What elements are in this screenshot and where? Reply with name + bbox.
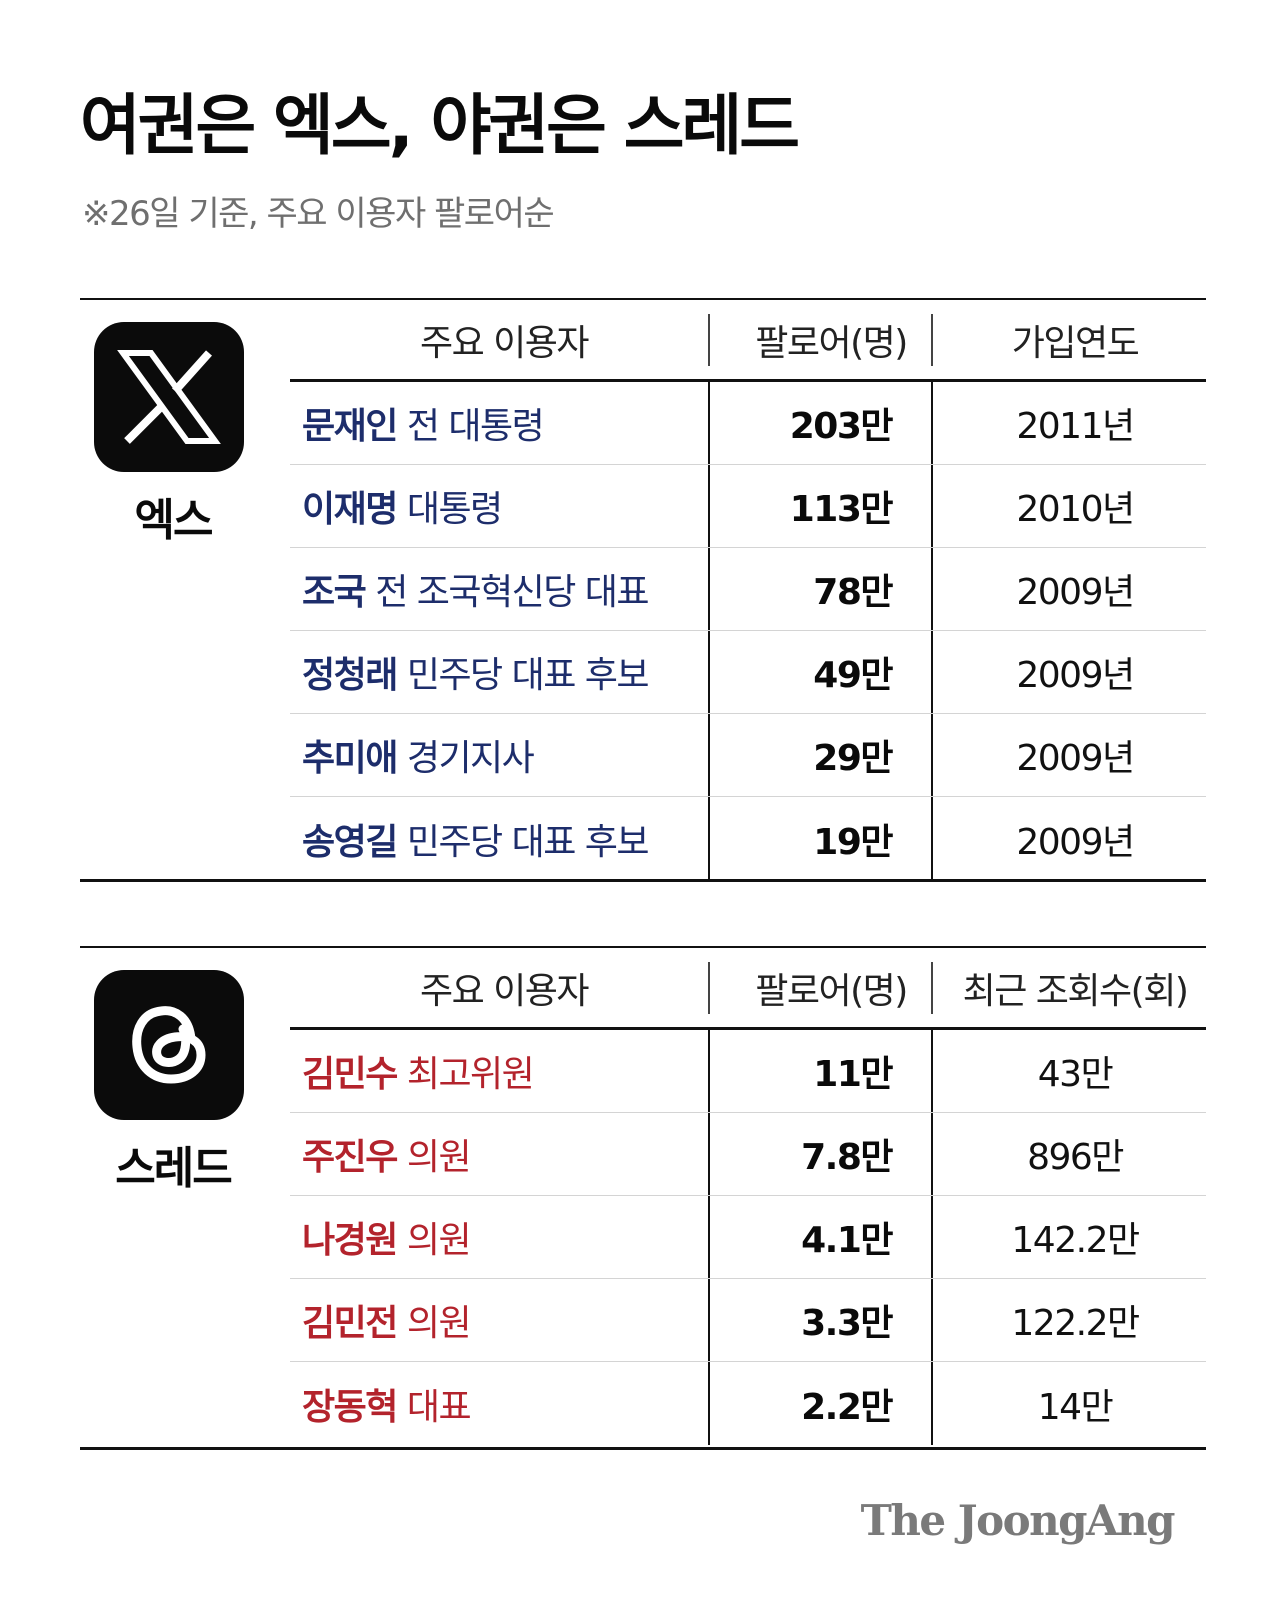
user-name: 주진우 — [302, 1137, 398, 1178]
recent-views: 14만 — [1037, 1386, 1114, 1428]
publisher-logo: The JoongAng — [860, 1496, 1176, 1545]
table-row: 이재명 대통령 113만 2010년 — [290, 465, 1206, 548]
header-divider — [931, 314, 933, 366]
follower-count: 4.1만 — [801, 1220, 893, 1261]
join-year: 2009년 — [1016, 738, 1135, 779]
column-divider — [708, 1030, 710, 1445]
recent-views: 896만 — [1027, 1137, 1124, 1178]
join-year: 2009년 — [1016, 821, 1135, 863]
page-subtitle: ※26일 기준, 주요 이용자 팔로어순 — [82, 194, 555, 234]
header-divider — [931, 962, 933, 1014]
follower-count: 29만 — [813, 738, 893, 779]
user-role: 의원 — [396, 1303, 472, 1344]
follower-count: 7.8만 — [801, 1137, 893, 1178]
follower-count: 113만 — [789, 489, 894, 530]
user-name: 나경원 — [302, 1220, 398, 1261]
user-name: 이재명 — [302, 489, 398, 530]
column-divider — [708, 382, 710, 880]
column-divider — [931, 382, 933, 880]
user-name: 송영길 — [302, 821, 398, 863]
recent-views: 43만 — [1037, 1054, 1114, 1095]
user-role: 경기지사 — [396, 738, 535, 779]
x-logo-icon — [94, 322, 244, 472]
x-table: 주요 이용자 팔로어(명) 가입연도 문재인 전 대통령 203만 2011년 … — [290, 300, 1206, 880]
user-role: 대통령 — [396, 489, 503, 530]
threads-logo-icon — [94, 970, 244, 1120]
user-role: 의원 — [396, 1137, 472, 1178]
header-users: 주요 이용자 — [419, 322, 590, 364]
threads-table-body: 김민수 최고위원 11만 43만 주진우 의원 7.8만 896만 나경원 의원… — [290, 1030, 1206, 1445]
threads-section: 스레드 주요 이용자 팔로어(명) 최근 조회수(회) 김민수 최고위원 11만… — [80, 946, 1206, 1450]
table-row: 문재인 전 대통령 203만 2011년 — [290, 382, 1206, 465]
follower-count: 3.3만 — [801, 1303, 893, 1344]
join-year: 2010년 — [1016, 489, 1135, 530]
follower-count: 203만 — [789, 406, 894, 447]
table-row: 조국 전 조국혁신당 대표 78만 2009년 — [290, 548, 1206, 631]
join-year: 2011년 — [1016, 406, 1135, 447]
recent-views: 142.2만 — [1011, 1220, 1140, 1261]
follower-count: 19만 — [813, 821, 893, 863]
header-followers: 팔로어(명) — [755, 970, 908, 1012]
follower-count: 78만 — [813, 572, 893, 613]
header-join-year: 가입연도 — [1011, 322, 1140, 364]
user-role: 최고위원 — [396, 1054, 535, 1095]
x-table-header: 주요 이용자 팔로어(명) 가입연도 — [290, 300, 1206, 382]
table-row: 추미애 경기지사 29만 2009년 — [290, 714, 1206, 797]
x-section: 엑스 주요 이용자 팔로어(명) 가입연도 문재인 전 대통령 203만 201… — [80, 298, 1206, 882]
follower-count: 11만 — [813, 1054, 893, 1095]
table-row: 장동혁 대표 2.2만 14만 — [290, 1362, 1206, 1445]
user-name: 조국 — [302, 572, 367, 613]
threads-platform-name: 스레드 — [115, 1143, 232, 1194]
user-role: 민주당 대표 후보 — [396, 821, 650, 863]
table-row: 주진우 의원 7.8만 896만 — [290, 1113, 1206, 1196]
header-users: 주요 이용자 — [419, 970, 590, 1012]
user-name: 정청래 — [302, 655, 398, 696]
header-followers: 팔로어(명) — [755, 322, 908, 364]
page-title: 여권은 엑스, 야권은 스레드 — [80, 87, 800, 164]
table-row: 김민수 최고위원 11만 43만 — [290, 1030, 1206, 1113]
user-name: 김민수 — [302, 1054, 398, 1095]
recent-views: 122.2만 — [1011, 1303, 1140, 1344]
follower-count: 49만 — [813, 655, 893, 696]
x-platform-name: 엑스 — [134, 495, 214, 546]
user-name: 문재인 — [302, 406, 398, 447]
join-year: 2009년 — [1016, 572, 1135, 613]
follower-count: 2.2만 — [801, 1386, 893, 1428]
table-row: 송영길 민주당 대표 후보 19만 2009년 — [290, 797, 1206, 880]
user-role: 민주당 대표 후보 — [396, 655, 650, 696]
user-name: 추미애 — [302, 738, 398, 779]
table-row: 김민전 의원 3.3만 122.2만 — [290, 1279, 1206, 1362]
header-recent-views: 최근 조회수(회) — [962, 970, 1189, 1012]
column-divider — [931, 1030, 933, 1445]
user-role: 의원 — [396, 1220, 472, 1261]
table-row: 정청래 민주당 대표 후보 49만 2009년 — [290, 631, 1206, 714]
user-name: 김민전 — [302, 1303, 398, 1344]
header-divider — [708, 962, 710, 1014]
user-role: 전 대통령 — [396, 406, 545, 447]
threads-table-header: 주요 이용자 팔로어(명) 최근 조회수(회) — [290, 948, 1206, 1030]
user-role: 대표 — [396, 1386, 472, 1428]
x-table-body: 문재인 전 대통령 203만 2011년 이재명 대통령 113만 2010년 … — [290, 382, 1206, 880]
table-row: 나경원 의원 4.1만 142.2만 — [290, 1196, 1206, 1279]
user-name: 장동혁 — [302, 1386, 398, 1428]
threads-table: 주요 이용자 팔로어(명) 최근 조회수(회) 김민수 최고위원 11만 43만… — [290, 948, 1206, 1445]
header-divider — [708, 314, 710, 366]
user-role: 전 조국혁신당 대표 — [365, 572, 649, 613]
join-year: 2009년 — [1016, 655, 1135, 696]
